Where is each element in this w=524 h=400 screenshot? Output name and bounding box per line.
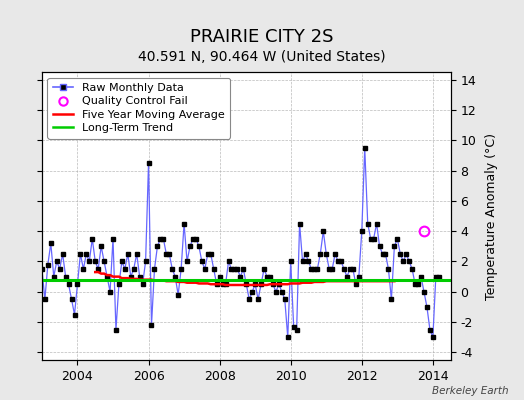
Text: 40.591 N, 90.464 W (United States): 40.591 N, 90.464 W (United States) [138, 50, 386, 64]
Y-axis label: Temperature Anomaly (°C): Temperature Anomaly (°C) [485, 132, 498, 300]
Legend: Raw Monthly Data, Quality Control Fail, Five Year Moving Average, Long-Term Tren: Raw Monthly Data, Quality Control Fail, … [48, 78, 230, 139]
Text: PRAIRIE CITY 2S: PRAIRIE CITY 2S [190, 28, 334, 46]
Text: Berkeley Earth: Berkeley Earth [432, 386, 508, 396]
